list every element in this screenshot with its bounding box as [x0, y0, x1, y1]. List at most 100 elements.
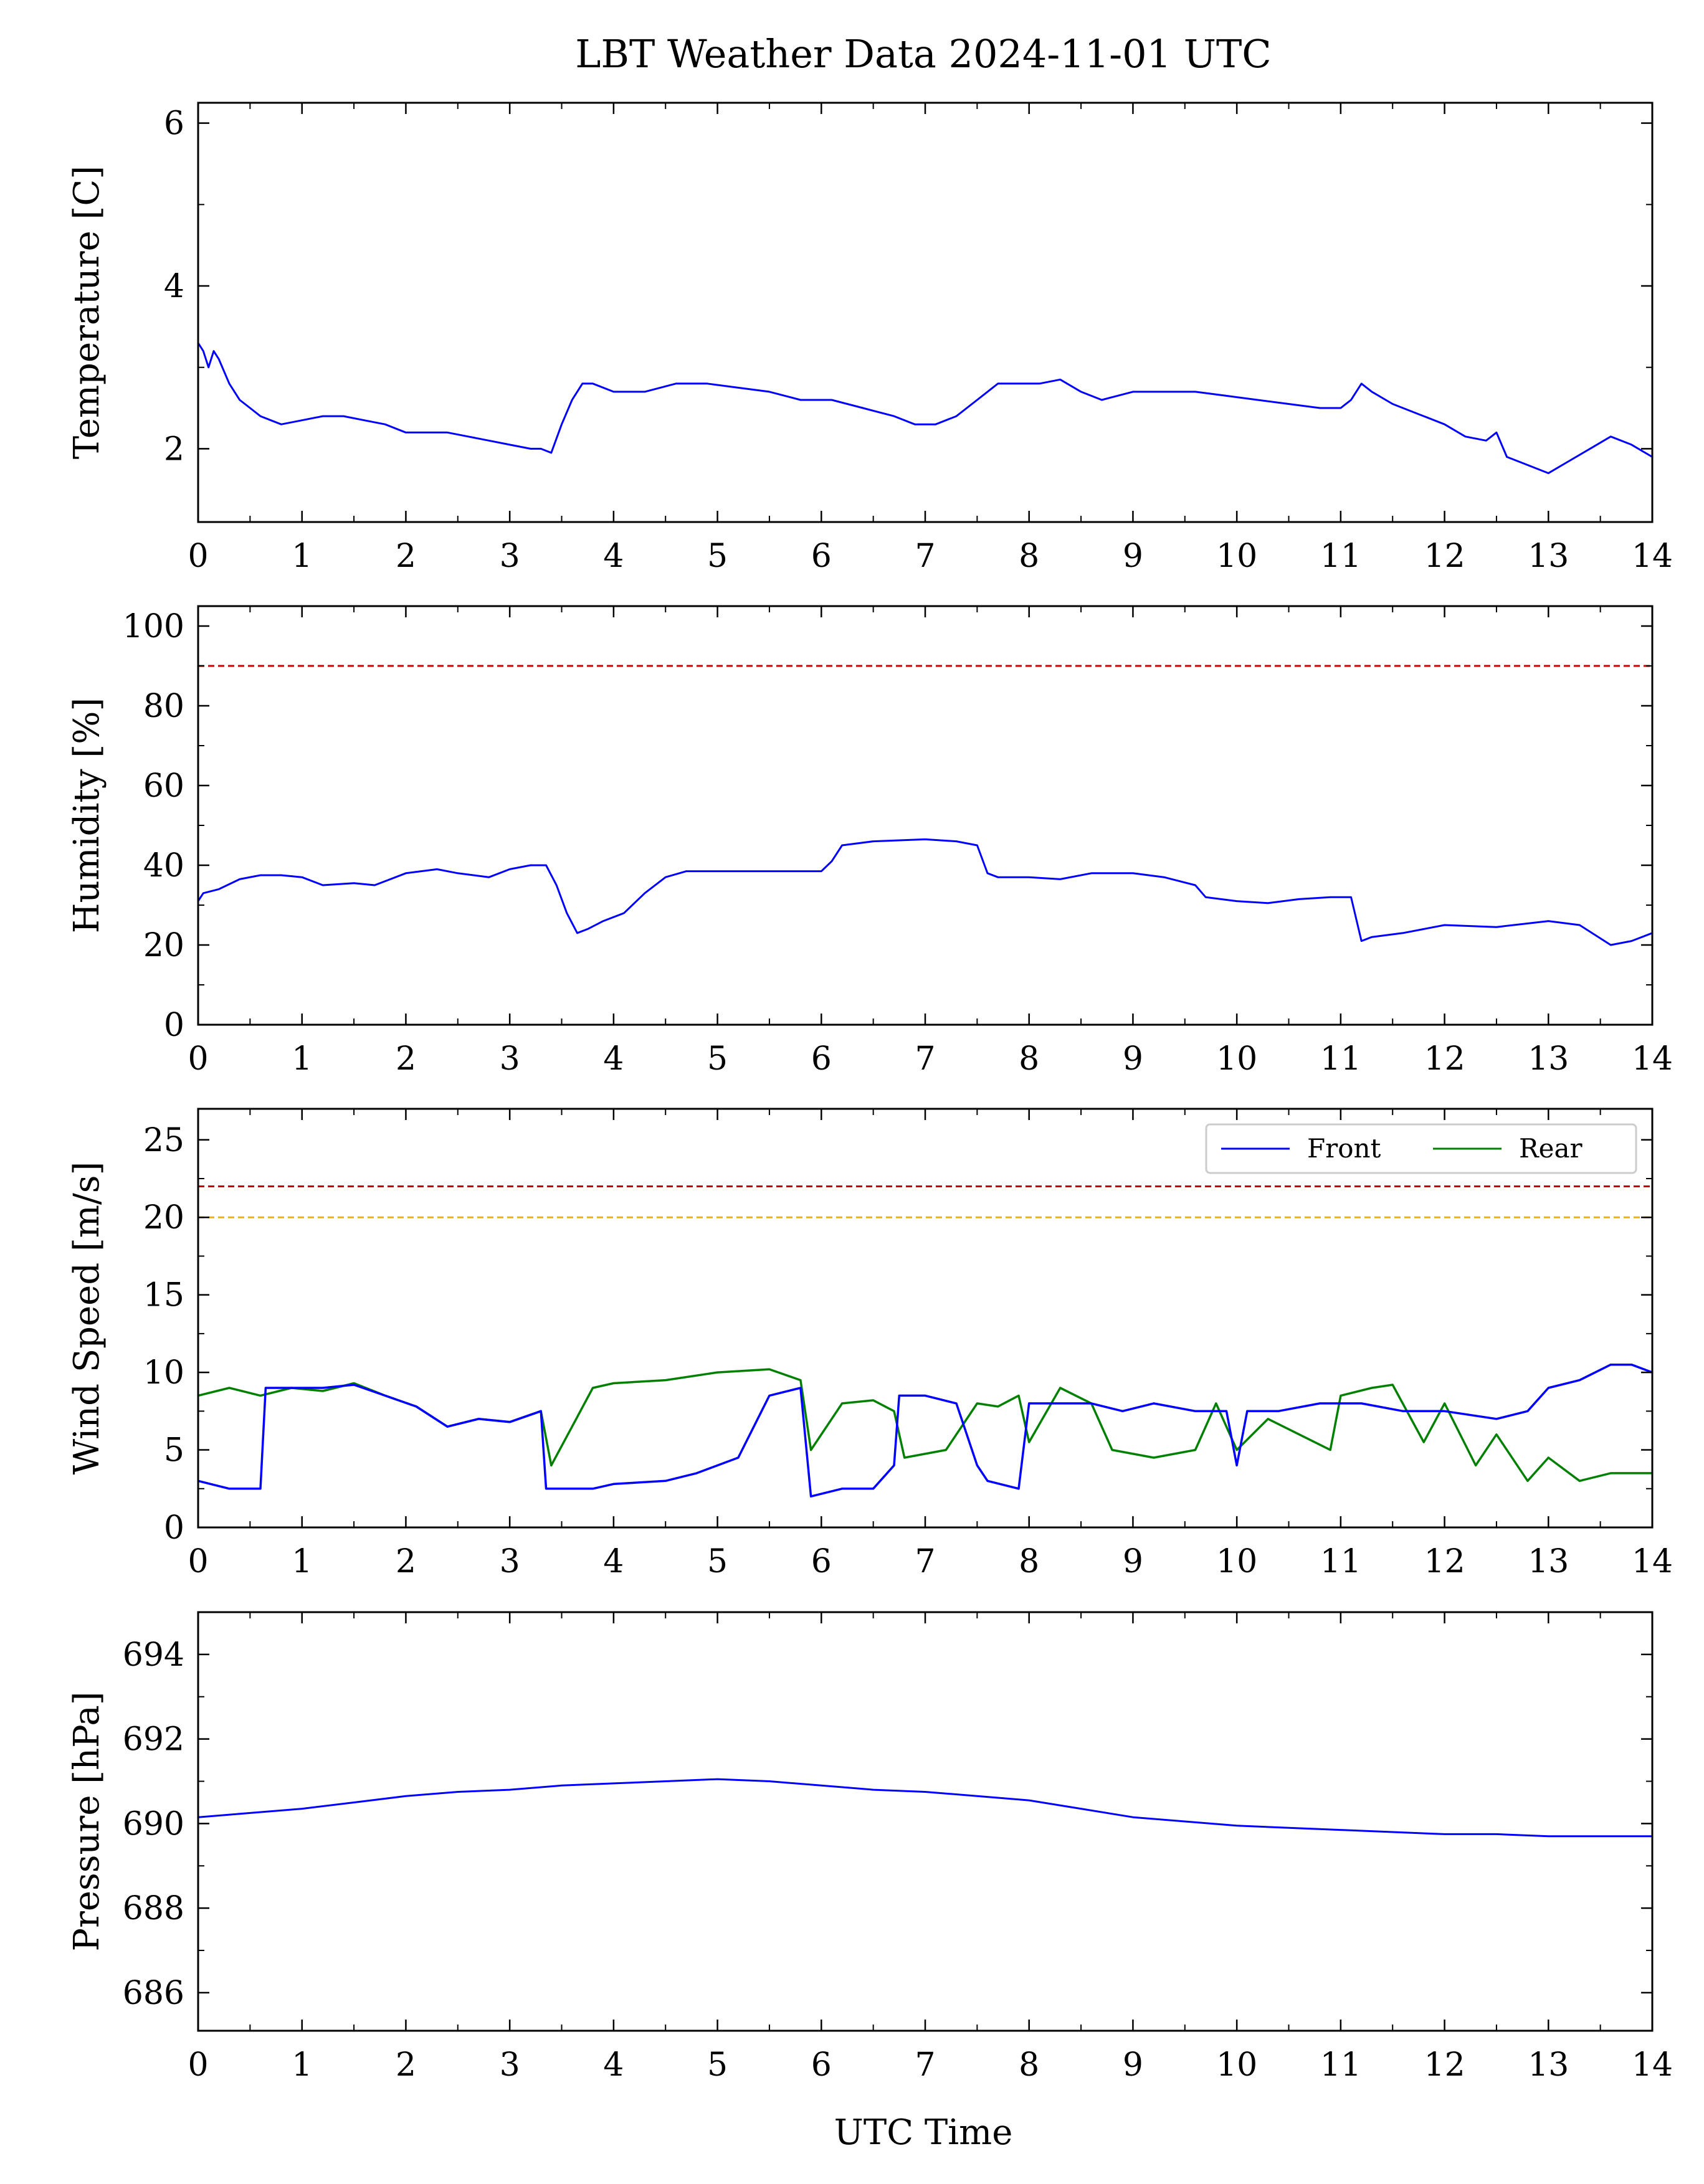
temperature-x-tick-label: 12 — [1424, 538, 1465, 575]
pressure-y-tick-label: 694 — [123, 1636, 184, 1674]
temperature-x-tick-label: 0 — [188, 538, 208, 575]
wind-series-front — [198, 1363, 1653, 1498]
wind-x-tick-label: 12 — [1424, 1543, 1465, 1580]
chart-title: LBT Weather Data 2024-11-01 UTC — [575, 31, 1271, 77]
humidity-y-axis-label: Humidity [%] — [67, 698, 107, 934]
pressure-series-line — [198, 1778, 1652, 1838]
pressure-x-tick-label: 4 — [603, 2046, 624, 2084]
wind-legend: Front Rear — [1205, 1123, 1637, 1174]
humidity-x-tick-label: 2 — [396, 1040, 416, 1078]
panel-humidity: 0 1 2 3 4 5 6 7 8 9 10 11 12 13 14020406080100Humidity… — [67, 605, 1673, 1078]
wind-y-tick-label: 25 — [143, 1122, 184, 1159]
pressure-y-axis-label: Pressure [hPa] — [67, 1691, 107, 1951]
wind-x-tick-label: 7 — [915, 1543, 935, 1580]
humidity-x-tick-label: 12 — [1424, 1040, 1465, 1078]
pressure-x-tick-label: 6 — [811, 2046, 832, 2084]
temperature-x-tick-label: 1 — [292, 538, 312, 575]
humidity-x-tick-label: 11 — [1320, 1040, 1361, 1078]
humidity-x-tick-label: 10 — [1216, 1040, 1257, 1078]
wind-x-tick-label: 6 — [811, 1543, 832, 1580]
temperature-x-tick-label: 14 — [1632, 538, 1673, 575]
pressure-x-tick-label: 10 — [1216, 2046, 1257, 2084]
temperature-x-tick-label: 10 — [1216, 538, 1257, 575]
wind-x-tick-label: 11 — [1320, 1543, 1361, 1580]
pressure-x-tick-label: 0 — [188, 2046, 208, 2084]
wind-x-tick-label: 1 — [292, 1543, 312, 1580]
humidity-x-tick-label: 13 — [1528, 1040, 1569, 1078]
wind-x-tick-label: 4 — [603, 1543, 624, 1580]
temperature-y-axis-label: Temperature [C] — [67, 166, 107, 459]
pressure-x-tick-label: 11 — [1320, 2046, 1361, 2084]
humidity-x-tick-label: 0 — [188, 1040, 208, 1078]
humidity-y-tick-label: 0 — [164, 1007, 184, 1044]
pressure-x-tick-label: 12 — [1424, 2046, 1465, 2084]
pressure-y-tick-label: 690 — [123, 1805, 184, 1843]
humidity-y-tick-label: 100 — [123, 608, 184, 645]
panel-pressure: 0 1 2 3 4 5 6 7 8 9 10 11 12 13 14686688690692694Press… — [67, 1611, 1673, 2084]
humidity-x-tick-label: 1 — [292, 1040, 312, 1078]
wind-y-tick-label: 10 — [143, 1354, 184, 1392]
humidity-y-tick-label: 20 — [143, 927, 184, 964]
humidity-x-tick-label: 14 — [1632, 1040, 1673, 1078]
humidity-x-tick-label: 8 — [1019, 1040, 1039, 1078]
humidity-x-tick-label: 6 — [811, 1040, 832, 1078]
humidity-series-line — [197, 838, 1653, 946]
humidity-x-tick-label: 4 — [603, 1040, 624, 1078]
wind-x-tick-label: 14 — [1632, 1543, 1673, 1580]
humidity-y-tick-label: 80 — [143, 688, 184, 725]
wind-x-tick-label: 10 — [1216, 1543, 1257, 1580]
wind-y-tick-label: 5 — [164, 1432, 184, 1469]
pressure-x-tick-label: 7 — [915, 2046, 935, 2084]
temperature-x-tick-label: 6 — [811, 538, 832, 575]
humidity-x-tick-label: 5 — [707, 1040, 728, 1078]
temperature-x-tick-label: 3 — [500, 538, 520, 575]
legend-label-front: Front — [1307, 1133, 1381, 1164]
temperature-y-tick-label: 2 — [164, 430, 184, 468]
wind-y-tick-label: 20 — [143, 1199, 184, 1237]
temperature-x-tick-label: 4 — [603, 538, 624, 575]
wind-x-tick-label: 13 — [1528, 1543, 1569, 1580]
wind-y-tick-label: 0 — [164, 1509, 184, 1547]
humidity-x-tick-label: 7 — [915, 1040, 935, 1078]
pressure-y-tick-label: 688 — [123, 1890, 184, 1927]
wind-y-axis-label: Wind Speed [m/s] — [67, 1162, 107, 1475]
humidity-y-tick-label: 40 — [143, 847, 184, 885]
pressure-x-tick-label: 14 — [1632, 2046, 1673, 2084]
pressure-x-tick-label: 1 — [292, 2046, 312, 2084]
wind-x-tick-label: 3 — [500, 1543, 520, 1580]
wind-x-tick-label: 9 — [1123, 1543, 1143, 1580]
temperature-y-tick-label: 4 — [164, 268, 184, 305]
pressure-x-tick-label: 8 — [1019, 2046, 1039, 2084]
pressure-x-tick-label: 5 — [707, 2046, 728, 2084]
wind-x-tick-label: 2 — [396, 1543, 416, 1580]
wind-y-tick-label: 15 — [143, 1277, 184, 1314]
temperature-series-line — [197, 342, 1653, 475]
temperature-x-tick-label: 13 — [1528, 538, 1569, 575]
pressure-x-tick-label: 2 — [396, 2046, 416, 2084]
x-axis-label: UTC Time — [834, 2112, 1013, 2153]
temperature-x-tick-label: 8 — [1019, 538, 1039, 575]
wind-x-tick-label: 5 — [707, 1543, 728, 1580]
legend-box — [1205, 1123, 1637, 1174]
humidity-x-tick-label: 3 — [500, 1040, 520, 1078]
temperature-x-tick-label: 11 — [1320, 538, 1361, 575]
temperature-x-tick-label: 9 — [1123, 538, 1143, 575]
wind-x-tick-label: 0 — [188, 1543, 208, 1580]
pressure-y-tick-label: 686 — [123, 1975, 184, 2012]
pressure-x-tick-label: 9 — [1123, 2046, 1143, 2084]
humidity-y-tick-label: 60 — [143, 767, 184, 805]
temperature-x-tick-label: 5 — [707, 538, 728, 575]
pressure-y-tick-label: 692 — [123, 1721, 184, 1759]
temperature-x-tick-label: 2 — [396, 538, 416, 575]
humidity-x-tick-label: 9 — [1123, 1040, 1143, 1078]
legend-label-rear: Rear — [1519, 1133, 1583, 1164]
pressure-x-tick-label: 13 — [1528, 2046, 1569, 2084]
wind-x-tick-label: 8 — [1019, 1543, 1039, 1580]
temperature-x-tick-label: 7 — [915, 538, 935, 575]
pressure-x-tick-label: 3 — [500, 2046, 520, 2084]
